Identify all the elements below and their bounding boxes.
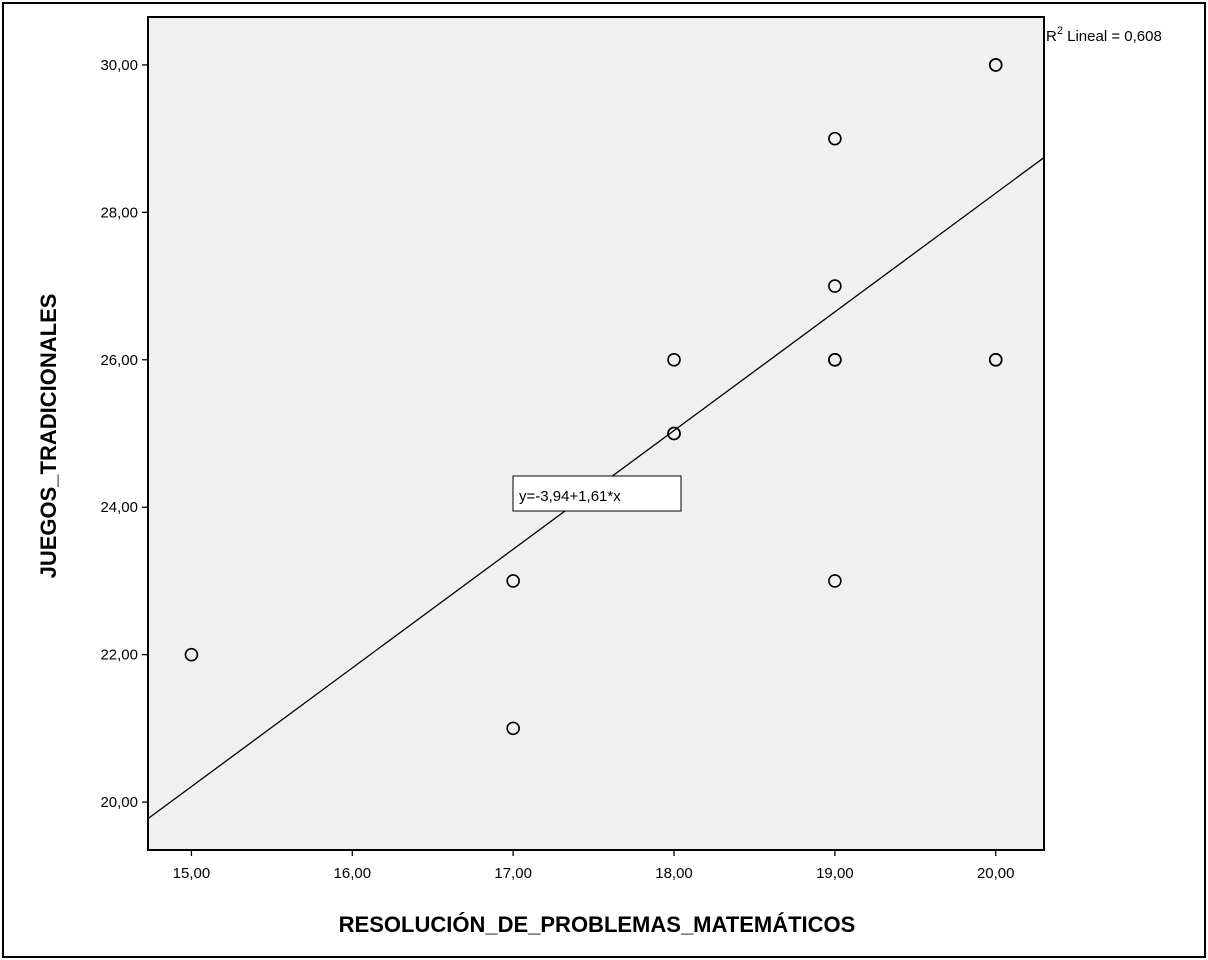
x-tick-label: 15,00 [173,865,211,882]
data-point [667,352,681,367]
r-squared-superscript: 2 [1057,25,1063,37]
data-point [988,58,1003,72]
data-point [667,426,681,441]
x-axis-title: RESOLUCIÓN_DE_PROBLEMAS_MATEMÁTICOS [339,912,856,937]
y-axis-title: JUEGOS_TRADICIONALES [36,294,61,579]
x-tick-label: 20,00 [977,865,1015,882]
data-point [184,647,199,662]
y-tick-label: 30,00 [100,57,138,74]
fit-label-background [512,475,682,512]
x-tick-label: 17,00 [494,865,532,882]
y-tick-label: 28,00 [100,204,138,221]
x-tick-label: 19,00 [816,865,854,882]
y-tick-label: 22,00 [100,647,138,664]
data-point [828,131,842,146]
fit-equation-label: y=-3,94+1,61*x [519,488,621,505]
r-squared-value: Lineal = 0,608 [1063,28,1162,45]
x-axis: 15,00 16,00 17,00 18,00 19,00 20,00 [173,850,1015,882]
plot-frame [147,16,1045,851]
data-point [828,279,842,293]
r-squared-prefix: R [1046,28,1057,45]
y-axis: 20,00 22,00 24,00 26,00 28,00 30,00 [100,57,148,811]
x-tick-label: 16,00 [334,865,372,882]
fit-label-box: y=-3,94+1,61*x [512,475,682,512]
y-tick-label: 20,00 [100,794,138,811]
data-points [184,58,1003,736]
plot-area [148,17,1044,850]
data-point [506,574,520,588]
y-tick-label: 24,00 [100,499,138,516]
data-point [988,352,1003,367]
y-tick-label: 26,00 [100,352,138,369]
r-squared-label: R2 Lineal = 0,608 [1046,25,1162,45]
data-point [506,721,520,736]
x-tick-label: 18,00 [655,865,693,882]
data-point [828,352,842,367]
data-point [828,574,842,588]
